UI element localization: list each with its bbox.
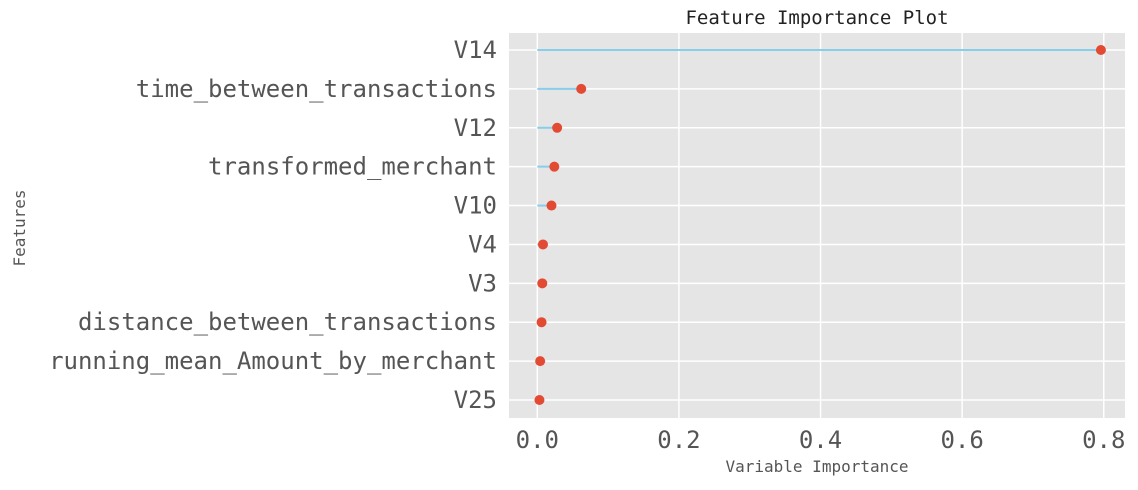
- y-tick-label: running_mean_Amount_by_merchant: [49, 347, 497, 375]
- y-tick-label: transformed_merchant: [208, 153, 497, 181]
- chart-title: Feature Importance Plot: [685, 7, 948, 29]
- marker-point: [1095, 45, 1106, 55]
- x-tick-label: 0.0: [516, 426, 559, 454]
- x-tick-labels: 0.0 0.2 0.4 0.6 0.8: [516, 426, 1126, 454]
- x-tick-label: 0.4: [799, 426, 842, 454]
- marker-point: [536, 317, 547, 328]
- y-tick-label: V14: [454, 36, 497, 64]
- x-axis-title: Variable Importance: [725, 457, 908, 476]
- y-tick-label: time_between_transactions: [136, 75, 497, 103]
- y-tick-label: V4: [468, 230, 497, 258]
- marker-point: [537, 278, 548, 289]
- marker-point: [537, 239, 548, 250]
- y-tick-label: V3: [468, 269, 497, 297]
- y-axis-title: Features: [10, 189, 29, 266]
- y-tick-label: V12: [454, 114, 497, 142]
- x-tick-label: 0.6: [940, 426, 983, 454]
- markers: [534, 45, 1106, 405]
- marker-point: [534, 395, 545, 405]
- x-tick-label: 0.8: [1082, 426, 1125, 454]
- x-tick-label: 0.2: [657, 426, 700, 454]
- y-tick-label: V25: [454, 386, 497, 414]
- y-tick-label: V10: [454, 192, 497, 220]
- plot-area: [509, 33, 1125, 418]
- marker-point: [576, 83, 587, 94]
- marker-point: [546, 200, 557, 211]
- marker-point: [549, 161, 560, 172]
- marker-point: [552, 122, 563, 133]
- y-tick-labels: V14 time_between_transactions V12 transform…: [49, 36, 497, 414]
- y-tick-label: distance_between_transactions: [78, 308, 497, 336]
- marker-point: [535, 356, 546, 367]
